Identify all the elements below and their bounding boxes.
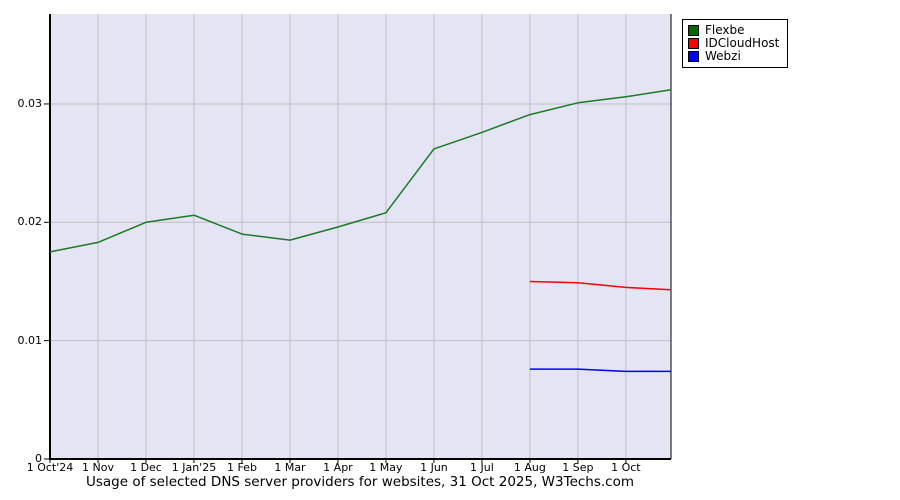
legend-item-idcloudhost: IDCloudHost — [688, 37, 779, 50]
legend-item-webzi: Webzi — [688, 50, 779, 63]
x-tick-label: 1 Oct'24 — [26, 461, 74, 474]
legend-item-flexbe: Flexbe — [688, 24, 779, 37]
legend: Flexbe IDCloudHost Webzi — [682, 19, 789, 68]
series-line-idcloudhost — [529, 280, 672, 291]
x-tick-label: 1 Oct — [611, 461, 641, 474]
legend-swatch-idcloudhost — [688, 38, 699, 49]
x-tick-label: 1 Nov — [82, 461, 114, 474]
x-tick-label: 1 Sep — [562, 461, 594, 474]
x-tick-label: 1 Mar — [274, 461, 306, 474]
plot-area — [50, 14, 671, 459]
y-tick-label: 0.01 — [17, 333, 43, 347]
legend-label: Flexbe — [705, 23, 745, 37]
legend-swatch-webzi — [688, 51, 699, 62]
x-tick-label: 1 Jun — [420, 461, 448, 474]
legend-label: IDCloudHost — [705, 36, 780, 50]
y-tick-label: 0.02 — [17, 215, 43, 229]
x-tick-label: 1 Dec — [130, 461, 162, 474]
x-tick-label: 1 May — [369, 461, 403, 474]
chart-title: Usage of selected DNS server providers f… — [85, 474, 635, 490]
legend-label: Webzi — [705, 49, 741, 63]
x-tick-label: 1 Feb — [226, 461, 257, 474]
x-tick-label: 1 Aug — [513, 461, 546, 474]
x-tick-label: 1 Apr — [323, 461, 353, 474]
x-tick-label: 1 Jul — [470, 461, 494, 474]
series-line-flexbe — [49, 88, 672, 253]
y-tick-label: 0 — [35, 452, 42, 465]
series-line-webzi — [529, 368, 671, 373]
legend-swatch-flexbe — [688, 25, 699, 36]
y-tick-label: 0.03 — [17, 96, 43, 110]
x-tick-label: 1 Jan'25 — [171, 461, 217, 474]
